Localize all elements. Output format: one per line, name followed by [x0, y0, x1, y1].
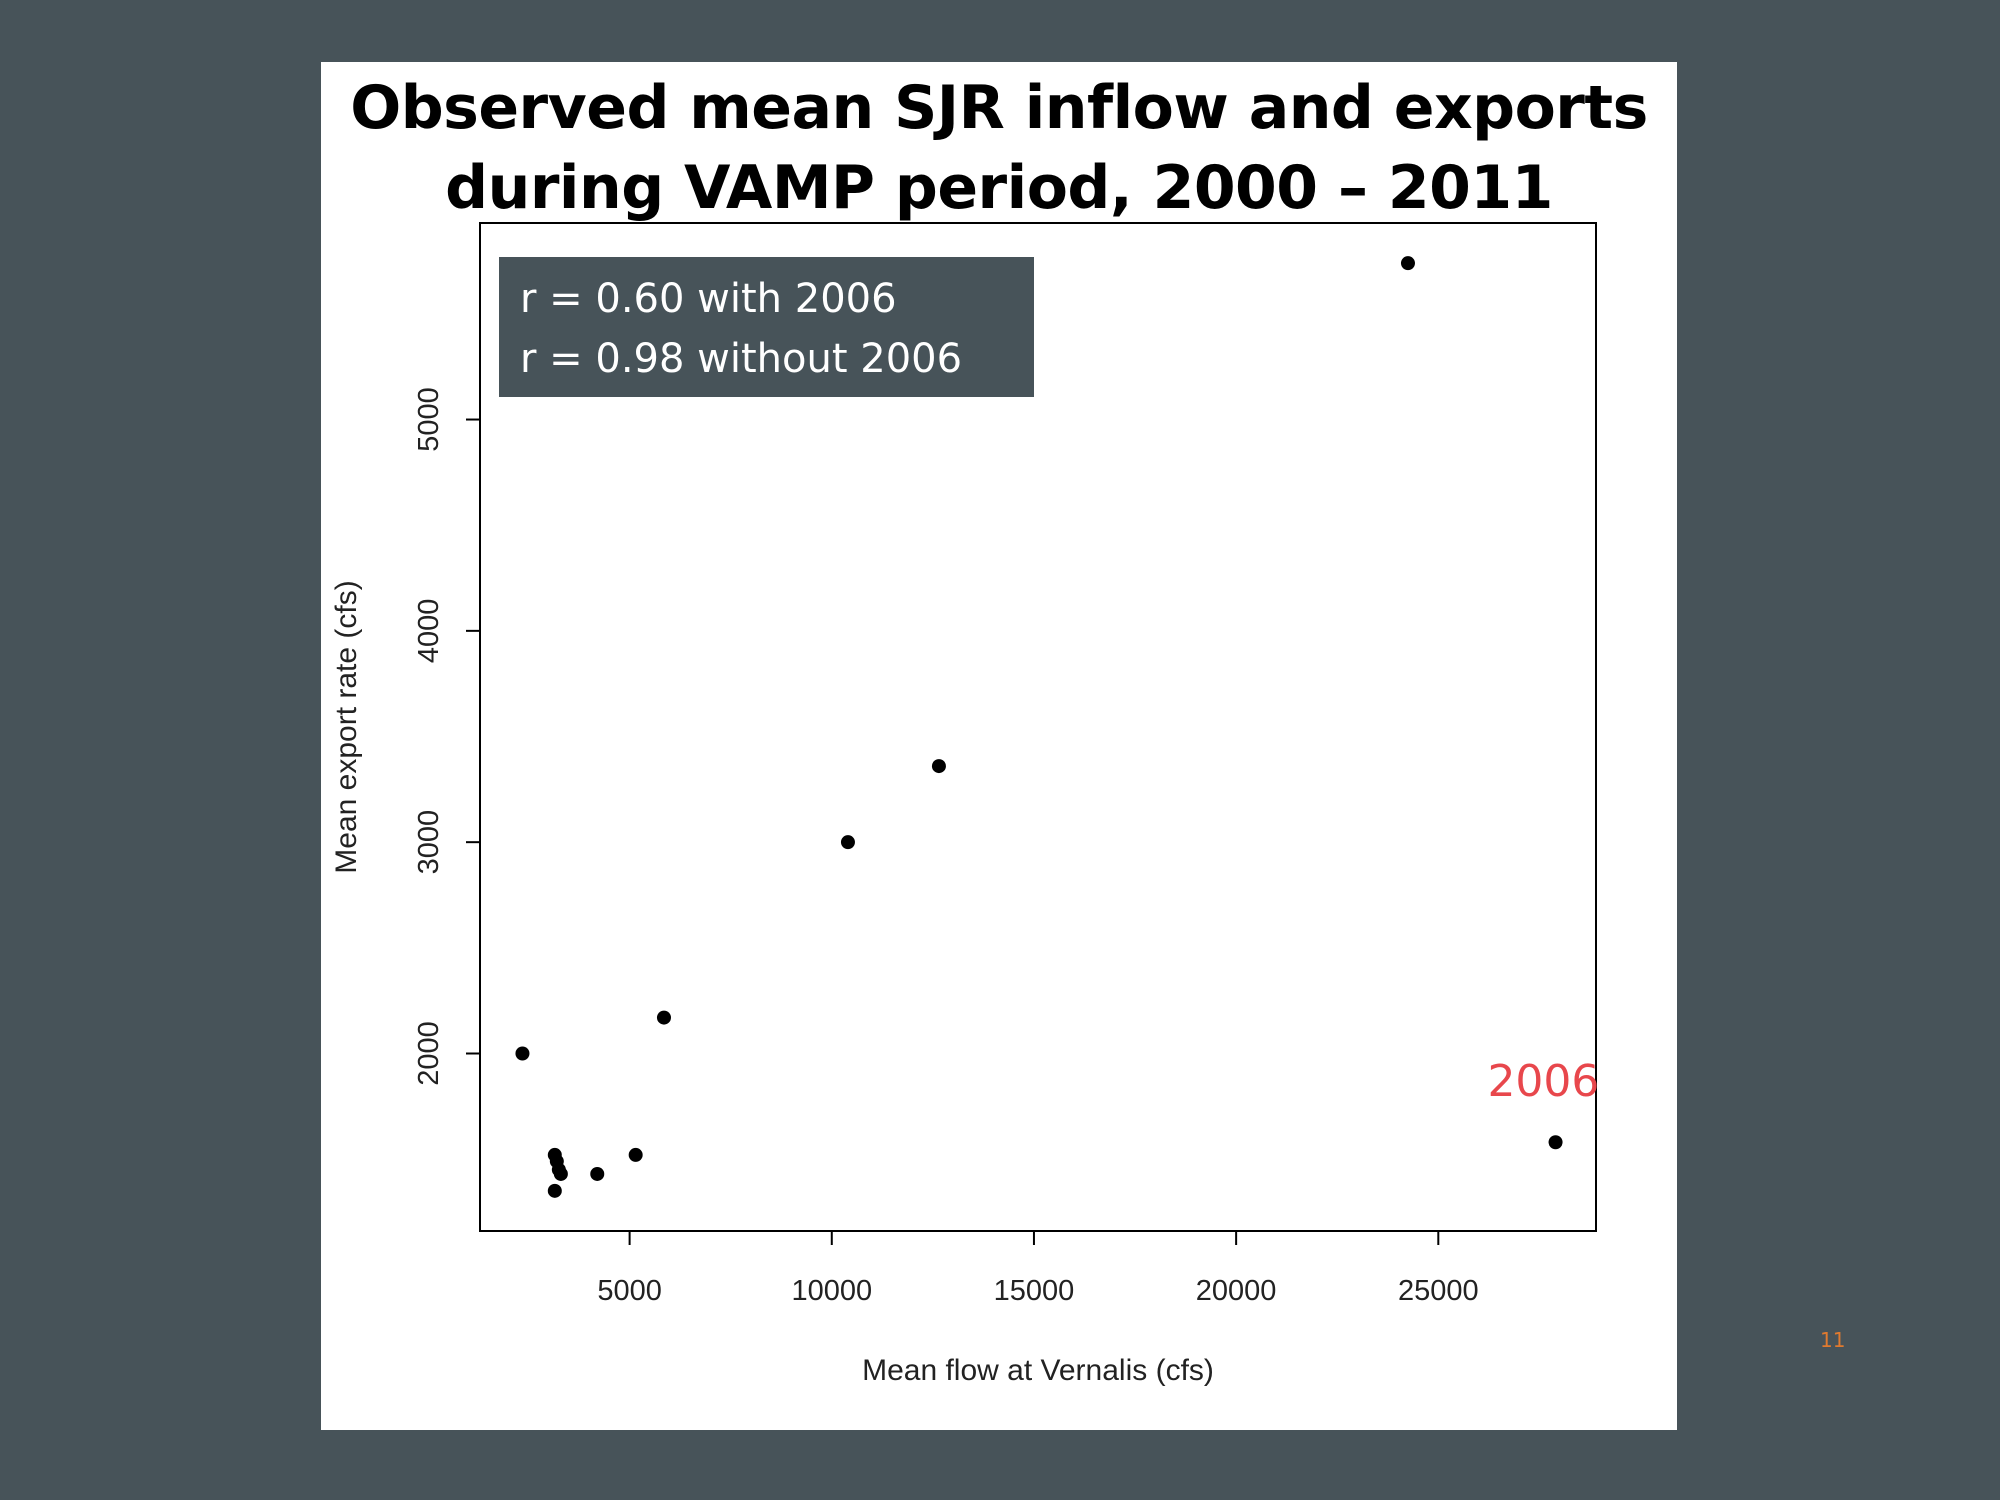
x-tick-label: 20000 [1196, 1275, 1277, 1307]
plot-frame [479, 222, 1597, 1232]
stats-box [499, 257, 1034, 397]
data-point [931, 759, 946, 774]
x-tick-label: 15000 [994, 1275, 1075, 1307]
title-line-2: during VAMP period, 2000 – 2011 [445, 153, 1553, 223]
data-point [1548, 1135, 1563, 1150]
point-annotation: 2006 [1487, 1056, 1599, 1107]
x-tick-label: 5000 [597, 1275, 662, 1307]
stats-line-2: r = 0.98 without 2006 [520, 336, 962, 382]
data-point [840, 835, 855, 850]
y-tick-label: 2000 [413, 1021, 445, 1086]
y-tick-label: 3000 [413, 810, 445, 875]
data-point [656, 1010, 671, 1025]
data-point [547, 1183, 562, 1198]
data-point [590, 1166, 605, 1181]
data-point [515, 1046, 530, 1061]
x-tick-label: 10000 [791, 1275, 872, 1307]
title-line-1: Observed mean SJR inflow and exports [350, 73, 1648, 143]
data-point [1400, 256, 1415, 271]
data-point [628, 1147, 643, 1162]
x-tick-label: 25000 [1398, 1275, 1479, 1307]
x-axis-label: Mean flow at Vernalis (cfs) [862, 1354, 1214, 1387]
slide-number: 11 [1820, 1328, 1846, 1352]
y-tick-label: 5000 [413, 387, 445, 452]
slide-title: Observed mean SJR inflow and exports dur… [321, 68, 1677, 228]
y-tick-label: 4000 [413, 599, 445, 664]
y-axis-label: Mean export rate (cfs) [330, 580, 363, 873]
stats-line-1: r = 0.60 with 2006 [520, 276, 897, 322]
data-point [553, 1166, 568, 1181]
